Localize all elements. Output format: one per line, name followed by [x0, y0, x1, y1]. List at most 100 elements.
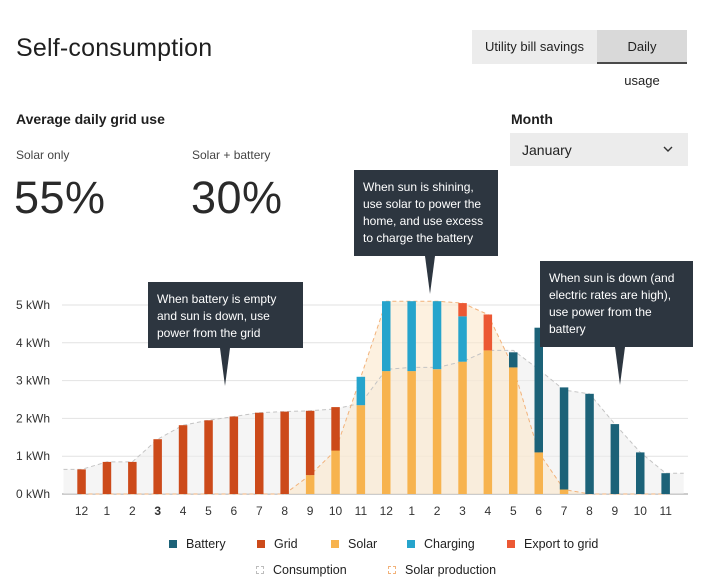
consumption-line — [63, 349, 684, 474]
month-select[interactable]: January — [510, 133, 688, 166]
bar-battery — [559, 387, 569, 490]
bar-solar — [509, 367, 518, 494]
bar-grid — [305, 410, 315, 476]
legend-swatch — [388, 566, 396, 574]
tab-daily-usage[interactable]: Daily usage — [597, 30, 687, 88]
view-tabs: Utility bill savings Daily usage — [472, 30, 687, 88]
legend-swatch — [257, 540, 265, 548]
bar-solar — [432, 369, 442, 494]
legend-charging: Charging — [407, 537, 475, 551]
x-tick-label: 1 — [408, 504, 415, 518]
y-tick-label: 4 kWh — [16, 336, 50, 350]
bar-solar — [356, 405, 366, 494]
bar-solar — [382, 371, 391, 494]
page-title: Self-consumption — [16, 34, 213, 62]
bar-charging — [458, 316, 467, 362]
x-tick-label: 3 — [154, 504, 161, 518]
x-tick-label: 11 — [659, 504, 672, 518]
bar-grid — [128, 461, 137, 494]
y-tick-label: 0 kWh — [16, 487, 50, 501]
chevron-down-icon — [662, 142, 674, 160]
y-tick-label: 5 kWh — [16, 298, 50, 312]
bar-charging — [382, 301, 391, 372]
bar-battery — [534, 327, 543, 453]
tooltip-night-pointer — [615, 347, 625, 385]
x-tick-label: 8 — [586, 504, 593, 518]
legend-solar-production: Solar production — [388, 563, 496, 577]
bar-charging — [432, 301, 442, 370]
tooltip-grid: When battery is empty and sun is down, u… — [148, 282, 303, 348]
x-tick-label: 6 — [231, 504, 238, 518]
bar-solar — [534, 452, 543, 494]
x-tick-label: 10 — [634, 504, 648, 518]
legend-swatch — [169, 540, 177, 548]
legend-swatch — [507, 540, 515, 548]
x-tick-label: 10 — [329, 504, 343, 518]
legend-solar: Solar — [331, 537, 377, 551]
month-label: Month — [511, 111, 553, 127]
bar-solar — [305, 475, 315, 494]
x-tick-label: 4 — [485, 504, 492, 518]
x-tick-label: 12 — [75, 504, 89, 518]
x-tick-label: 7 — [561, 504, 568, 518]
tooltip-sun: When sun is shining, use solar to power … — [354, 170, 498, 256]
solar-production-area — [81, 301, 666, 494]
tooltip-sun-pointer — [425, 256, 435, 294]
bar-charging — [407, 301, 416, 372]
x-tick-label: 5 — [510, 504, 517, 518]
legend-swatch — [331, 540, 339, 548]
bar-solar — [559, 489, 569, 494]
x-tick-label: 7 — [256, 504, 263, 518]
bar-export — [483, 314, 493, 351]
bar-battery — [585, 393, 594, 494]
x-tick-label: 4 — [180, 504, 187, 518]
solar-only-value: 55% — [14, 172, 106, 223]
bar-grid — [153, 439, 162, 494]
grid-use-heading: Average daily grid use — [16, 111, 165, 127]
y-tick-label: 2 kWh — [16, 411, 50, 425]
bar-grid — [280, 411, 289, 494]
x-tick-label: 6 — [535, 504, 542, 518]
bar-battery — [636, 452, 645, 494]
solar-battery-label: Solar + battery — [192, 148, 271, 162]
bar-grid — [204, 420, 213, 494]
bar-battery — [509, 352, 518, 368]
bar-solar — [483, 350, 493, 494]
x-tick-label: 2 — [129, 504, 136, 518]
x-tick-label: 9 — [307, 504, 314, 518]
bar-grid — [102, 461, 112, 494]
bar-solar — [407, 371, 416, 494]
bar-grid — [255, 412, 264, 494]
y-tick-label: 1 kWh — [16, 449, 50, 463]
legend-consumption: Consumption — [256, 563, 347, 577]
bar-battery — [610, 424, 620, 494]
tooltip-night: When sun is down (and electric rates are… — [540, 261, 693, 347]
solar-battery-value: 30% — [191, 172, 283, 223]
bar-solar — [331, 450, 340, 494]
x-tick-label: 8 — [281, 504, 288, 518]
tooltip-grid-pointer — [220, 348, 230, 386]
legend-export: Export to grid — [507, 537, 598, 551]
legend-grid: Grid — [257, 537, 298, 551]
bar-export — [458, 303, 467, 317]
legend-swatch — [407, 540, 415, 548]
solar-only-label: Solar only — [16, 148, 70, 162]
x-tick-label: 5 — [205, 504, 212, 518]
bar-battery — [661, 473, 670, 494]
y-tick-label: 3 kWh — [16, 374, 50, 388]
bar-grid — [331, 407, 340, 451]
x-tick-label: 3 — [459, 504, 466, 518]
bar-solar — [458, 361, 467, 494]
x-tick-label: 12 — [380, 504, 394, 518]
legend-battery: Battery — [169, 537, 226, 551]
bar-grid — [77, 469, 86, 494]
legend-swatch — [256, 566, 264, 574]
month-select-value: January — [522, 142, 572, 158]
bar-charging — [356, 376, 366, 406]
bar-grid — [229, 416, 239, 494]
tab-utility-bill-savings[interactable]: Utility bill savings — [472, 30, 597, 64]
bar-grid — [178, 425, 188, 494]
x-tick-label: 2 — [434, 504, 441, 518]
x-tick-label: 1 — [104, 504, 111, 518]
x-tick-label: 9 — [612, 504, 619, 518]
